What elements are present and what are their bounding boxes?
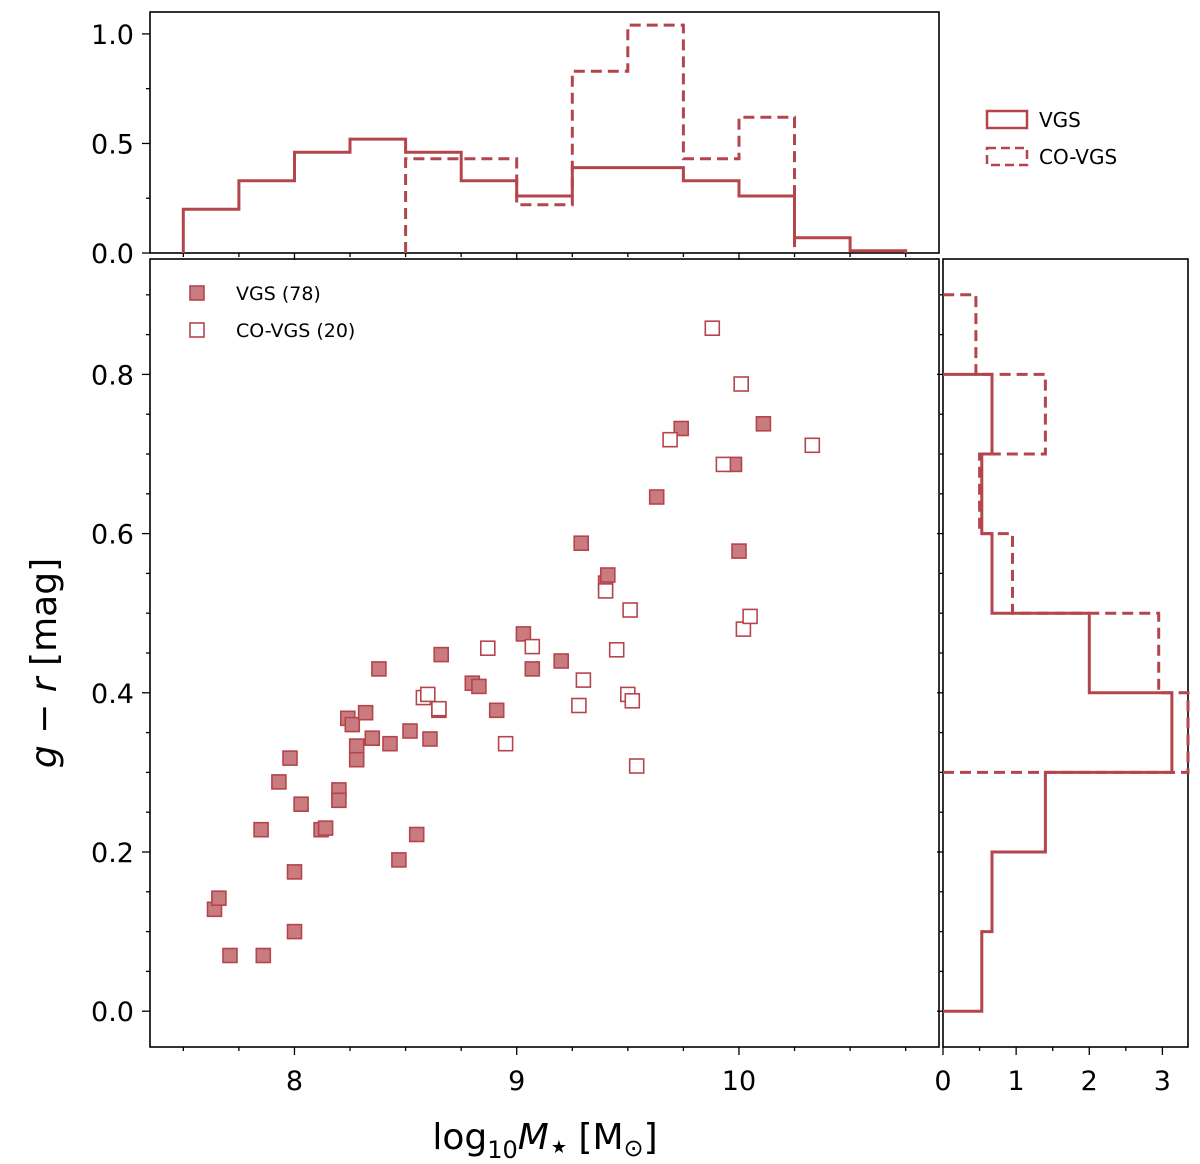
legend-label-co-vgs: CO-VGS <box>1039 145 1117 169</box>
legend-swatch-co-vgs <box>985 146 1029 167</box>
vgs-point <box>255 947 272 964</box>
legend-swatch-vgs <box>985 109 1029 130</box>
scatter-y-ticks: 0.0 0.2 0.4 0.6 0.8 <box>91 294 150 1028</box>
scatter-panel: 8 9 10 0.0 0.2 0.4 0.6 0.8 VGS (78) CO-VGS (20… <box>91 258 940 1097</box>
vgs-point <box>433 646 450 663</box>
vgs-point <box>391 852 407 868</box>
co-vgs-point <box>479 640 496 657</box>
top-histogram-x-ticks <box>182 253 907 260</box>
vgs-point <box>286 923 303 940</box>
top-histogram-y-ticks: 0.0 0.5 1.0 <box>91 20 150 270</box>
vgs-point <box>515 626 532 642</box>
legend-label-vgs-count: VGS (78) <box>236 283 321 305</box>
vgs-point <box>471 678 487 695</box>
co-vgs-histogram-step <box>404 23 796 253</box>
legend-marker-vgs <box>189 285 205 301</box>
top-y-tick-label: 1.0 <box>91 20 134 51</box>
vgs-point <box>488 702 505 719</box>
co-vgs-point <box>804 437 821 454</box>
vgs-point <box>599 567 616 583</box>
y-tick-label: 0.8 <box>91 360 134 391</box>
vgs-point <box>755 415 772 432</box>
vgs-point <box>648 489 665 505</box>
scatter-x-ticks: 8 9 10 <box>182 1047 907 1097</box>
vgs-point <box>357 704 374 721</box>
x-axis-title: log10M ★ [M⊙] <box>432 1117 657 1164</box>
vgs-point <box>348 751 365 768</box>
vgs-point <box>382 735 398 752</box>
right-histogram-x-ticks: 0 1 2 3 <box>934 1047 1171 1097</box>
vgs-histogram-step <box>181 137 908 253</box>
co-vgs-point <box>733 376 750 392</box>
y-axis-title: g − r [mag] <box>24 558 65 768</box>
vgs-point <box>286 864 303 880</box>
co-vgs-point <box>597 583 614 599</box>
scatter-legend: VGS (78) CO-VGS (20) <box>189 283 355 342</box>
y-tick-label: 0.2 <box>91 838 134 869</box>
co-vgs-point <box>662 431 678 448</box>
top-histogram-steps <box>181 23 908 253</box>
right-histogram-frame <box>942 258 1189 1048</box>
vgs-point <box>344 716 361 733</box>
vgs-point <box>331 792 347 809</box>
vgs-point <box>402 723 418 739</box>
co-vgs-histogram-step <box>943 293 1190 774</box>
y-tick-label: 0.6 <box>91 520 134 551</box>
vgs-point <box>408 826 425 843</box>
top-histogram-frame <box>149 11 940 254</box>
top-y-tick-label: 0.0 <box>91 239 134 270</box>
scatter-points <box>206 320 821 964</box>
vgs-point <box>364 730 381 747</box>
right-x-tick-label: 0 <box>934 1066 951 1097</box>
legend-marker-co-vgs <box>189 322 205 338</box>
vgs-point <box>211 890 227 907</box>
co-vgs-point <box>571 697 587 714</box>
x-tick-label: 8 <box>286 1066 303 1097</box>
vgs-point <box>573 535 590 552</box>
co-vgs-point <box>628 758 645 774</box>
vgs-point <box>282 750 298 766</box>
vgs-point <box>271 774 287 790</box>
vgs-point <box>293 796 309 813</box>
legend-label-co-vgs-count: CO-VGS (20) <box>236 320 355 342</box>
legend-label-vgs: VGS <box>1039 108 1081 132</box>
vgs-point <box>348 738 365 754</box>
vgs-histogram-step <box>943 372 1174 1013</box>
vgs-point <box>317 820 334 836</box>
vgs-point <box>222 947 238 964</box>
co-vgs-point <box>742 608 758 625</box>
co-vgs-point <box>704 320 721 337</box>
co-vgs-point <box>608 641 625 658</box>
x-tick-label: 9 <box>508 1066 525 1097</box>
right-x-tick-label: 1 <box>1008 1066 1025 1097</box>
vgs-point <box>253 821 269 838</box>
top-y-tick-label: 0.5 <box>91 129 134 160</box>
y-tick-label: 0.4 <box>91 679 134 710</box>
right-x-tick-label: 3 <box>1154 1066 1171 1097</box>
co-vgs-point <box>575 672 592 688</box>
co-vgs-point <box>622 602 638 618</box>
top-histogram-panel: 0.0 0.5 1.0 <box>91 11 940 270</box>
co-vgs-point <box>624 692 641 709</box>
vgs-point <box>422 731 438 747</box>
vgs-point <box>371 661 387 677</box>
co-vgs-point <box>715 456 732 473</box>
vgs-point <box>731 543 747 559</box>
right-histogram-panel: 0 1 2 3 <box>934 258 1190 1097</box>
histogram-legend: VGS CO-VGS <box>985 108 1117 169</box>
scatter-frame <box>149 258 940 1048</box>
co-vgs-point <box>524 638 541 655</box>
x-tick-label: 10 <box>722 1066 756 1097</box>
co-vgs-point <box>431 700 447 717</box>
y-tick-label: 0.0 <box>91 997 134 1028</box>
right-histogram-steps <box>943 293 1190 1013</box>
right-histogram-y-ticks <box>937 294 943 1012</box>
vgs-point <box>553 653 570 669</box>
right-x-tick-label: 2 <box>1081 1066 1098 1097</box>
vgs-point <box>524 661 541 677</box>
co-vgs-point <box>497 735 514 752</box>
co-vgs-point <box>419 686 436 703</box>
